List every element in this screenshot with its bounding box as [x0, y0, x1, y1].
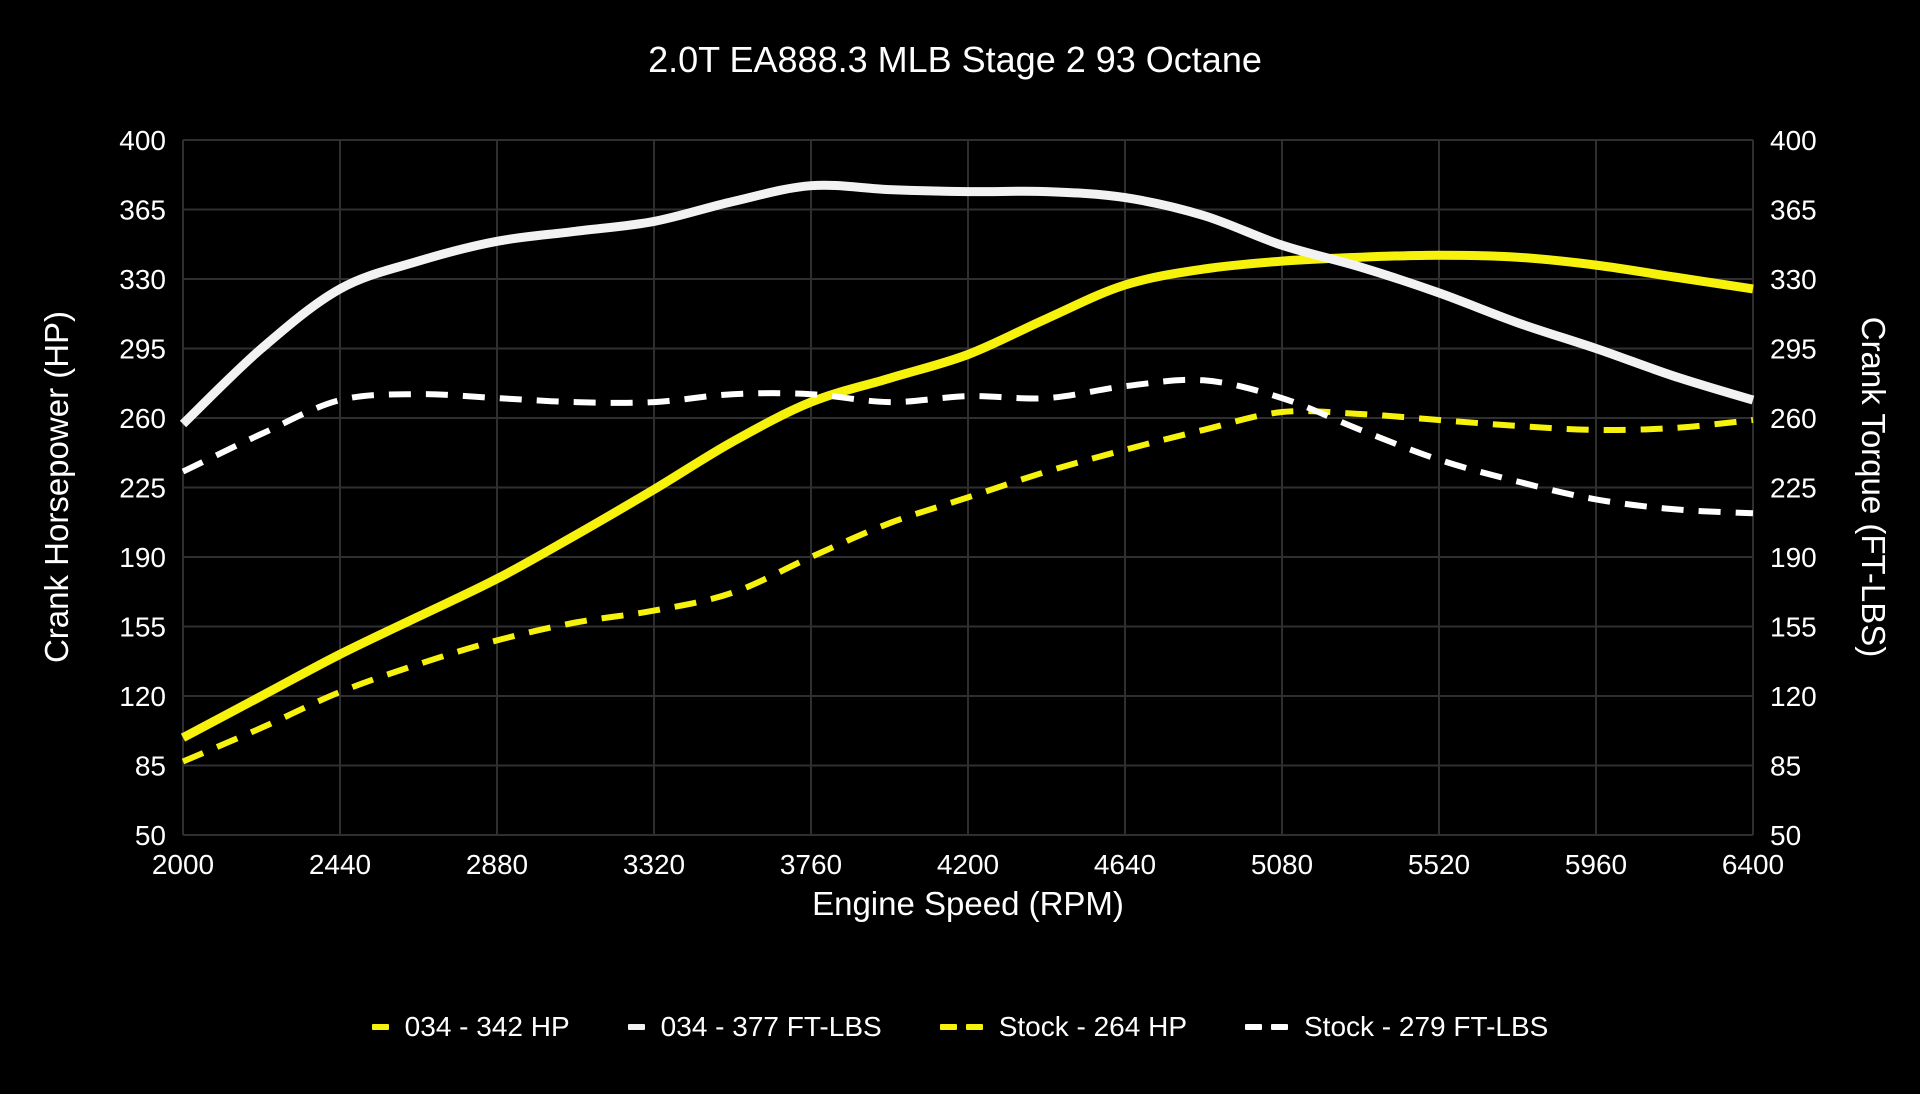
x-tick-5520: 5520: [1408, 849, 1470, 880]
y-tick-left-330: 330: [119, 264, 166, 295]
y-tick-left-50: 50: [135, 820, 166, 851]
legend-dashed-line-icon: [1245, 1024, 1288, 1030]
chart-title: 2.0T EA888.3 MLB Stage 2 93 Octane: [648, 39, 1262, 80]
y-tick-left-400: 400: [119, 125, 166, 156]
series-line-stock-264-hp: [181, 408, 1754, 765]
legend-label: Stock - 264 HP: [998, 1011, 1187, 1042]
y-tick-right-225: 225: [1770, 473, 1817, 504]
y-tick-left-190: 190: [119, 542, 166, 573]
x-tick-3760: 3760: [780, 849, 842, 880]
legend-solid-line-icon: [371, 1024, 389, 1030]
y-tick-right-120: 120: [1770, 681, 1817, 712]
y-tick-right-400: 400: [1770, 125, 1817, 156]
y-axis-label-left: Crank Horsepower (HP): [38, 311, 75, 663]
y-tick-right-295: 295: [1770, 334, 1817, 365]
legend-label: Stock - 279 FT-LBS: [1304, 1011, 1549, 1042]
legend-dash: [1271, 1024, 1288, 1030]
y-tick-right-155: 155: [1770, 612, 1817, 643]
y-axis-label-right: Crank Torque (FT-LBS): [1855, 317, 1892, 658]
y-tick-right-330: 330: [1770, 264, 1817, 295]
series-line-034-377-ft-lbs: [179, 180, 1755, 428]
legend-label: 034 - 377 FT-LBS: [660, 1011, 882, 1042]
x-tick-4200: 4200: [937, 849, 999, 880]
legend-dash: [627, 1024, 645, 1030]
y-tick-left-365: 365: [119, 195, 166, 226]
y-tick-left-155: 155: [119, 612, 166, 643]
x-tick-2440: 2440: [309, 849, 371, 880]
y-tick-left-260: 260: [119, 403, 166, 434]
legend-dash: [965, 1024, 983, 1030]
legend-label: 034 - 342 HP: [404, 1011, 570, 1042]
y-axis-ticks-right: 50 85 120 155 190 225 260 295 330 365 400: [1770, 125, 1817, 851]
x-tick-2880: 2880: [466, 849, 528, 880]
x-tick-5080: 5080: [1251, 849, 1313, 880]
legend-item-034-342-hp: 034 - 342 HP: [371, 1011, 570, 1043]
x-tick-4640: 4640: [1094, 849, 1156, 880]
y-tick-right-85: 85: [1770, 751, 1801, 782]
y-tick-right-190: 190: [1770, 542, 1817, 573]
legend-solid-line-icon: [627, 1024, 645, 1030]
grid: [182, 139, 1754, 836]
y-tick-left-225: 225: [119, 473, 166, 504]
legend-dash: [939, 1024, 957, 1030]
series-line-034-342-hp: [180, 250, 1754, 742]
legend-dashed-line-icon: [939, 1024, 983, 1030]
series-line-stock-279-ft-lbs: [181, 376, 1754, 517]
legend: 034 - 342 HP 034 - 377 FT-LBS Stock - 264 …: [0, 998, 1920, 1056]
y-tick-left-85: 85: [135, 751, 166, 782]
y-axis-ticks-left: 50 85 120 155 190 225 260 295 330 365 400: [119, 125, 166, 851]
y-tick-right-365: 365: [1770, 195, 1817, 226]
legend-item-stock-279-ft-lbs: Stock - 279 FT-LBS: [1245, 1011, 1548, 1043]
legend-item-034-377-ft-lbs: 034 - 377 FT-LBS: [627, 1011, 882, 1043]
legend-dash: [1245, 1024, 1262, 1030]
x-tick-3320: 3320: [623, 849, 685, 880]
x-axis-ticks: 2000 2440 2880 3320 3760 4200 4640 5080 5520 5960…: [152, 849, 1784, 880]
y-tick-right-260: 260: [1770, 403, 1817, 434]
legend-dash: [371, 1024, 389, 1030]
x-tick-2000: 2000: [152, 849, 214, 880]
y-tick-left-120: 120: [119, 681, 166, 712]
legend-item-stock-264-hp: Stock - 264 HP: [939, 1011, 1187, 1043]
y-tick-right-50: 50: [1770, 820, 1801, 851]
x-tick-5960: 5960: [1565, 849, 1627, 880]
series-lines: [179, 180, 1755, 765]
x-tick-6400: 6400: [1722, 849, 1784, 880]
y-tick-left-295: 295: [119, 334, 166, 365]
x-axis-label: Engine Speed (RPM): [812, 885, 1124, 922]
